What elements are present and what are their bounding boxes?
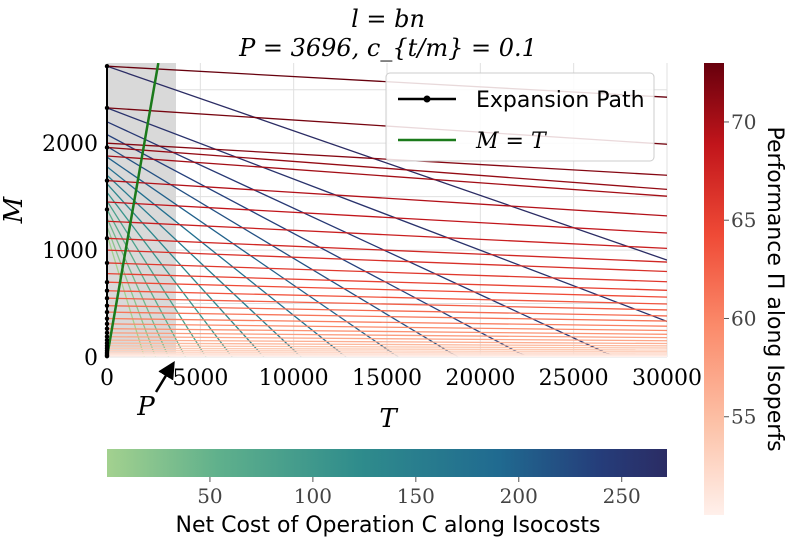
isoperf-line (107, 290, 667, 305)
expansion-path-point (104, 321, 110, 327)
isoperf-line (107, 179, 667, 217)
isoperf-line (107, 305, 667, 317)
y-tick-label: 2000 (42, 132, 98, 157)
expansion-path-point (104, 64, 110, 69)
expansion-path-point (104, 105, 110, 111)
isoperf-line (107, 146, 667, 191)
y-axis-ticks: 0 1000 2000 (42, 132, 98, 371)
perf-colorbar (704, 63, 724, 515)
expansion-path-point (104, 309, 110, 315)
expansion-path-point (104, 296, 110, 301)
m-equals-t-line (107, 63, 160, 357)
y-axis-label: M (0, 195, 29, 224)
cost-colorbar-tick-label: 150 (397, 484, 435, 508)
expansion-path-point (104, 178, 110, 183)
isoperf-line (107, 345, 667, 349)
isoperf-line (107, 351, 667, 354)
isoperf-line (107, 332, 667, 339)
x-tick-label: 0 (100, 366, 114, 391)
isocost-line (107, 121, 616, 357)
isoperf-line (107, 342, 667, 347)
cost-colorbar-ticks: 50 100 150 200 250 (197, 477, 641, 508)
isoperf-line (107, 311, 667, 322)
isocost-line (107, 134, 528, 357)
isoperf-line (107, 220, 667, 250)
legend-expansion-marker (423, 95, 431, 103)
isoperf-lines (107, 65, 667, 357)
expansion-path (104, 64, 110, 359)
p-arrow (154, 361, 175, 393)
isocost-line (107, 65, 667, 261)
expansion-path-point (104, 145, 110, 150)
x-axis-label: T (379, 404, 398, 434)
x-tick-label: 10000 (259, 366, 329, 391)
isoperf-line (107, 281, 667, 298)
perf-colorbar-tick-label: 70 (731, 110, 756, 134)
expansion-path-point (104, 337, 110, 343)
isoperf-line (107, 155, 667, 197)
cost-colorbar-tick-label: 100 (294, 484, 332, 508)
x-tick-label: 5000 (172, 366, 228, 391)
m-equals-t-segment (107, 63, 160, 357)
x-tick-label: 15000 (352, 366, 422, 391)
y-tick-label: 1000 (42, 239, 98, 264)
expansion-path-point (104, 288, 110, 293)
isoperf-line (107, 336, 667, 342)
chart-title-line2: P = 3696, c_{t/m} = 0.1 (238, 34, 537, 62)
x-tick-label: 20000 (445, 366, 515, 391)
expansion-path-point (104, 260, 110, 266)
cost-colorbar-label: Net Cost of Operation C along Isocosts (175, 513, 600, 538)
expansion-path-point (104, 316, 110, 321)
perf-colorbar-tick-label: 60 (731, 306, 756, 330)
isoperf-line (107, 297, 667, 311)
isoperf-line (107, 201, 667, 234)
isocost-line (107, 156, 399, 357)
isoperf-line (107, 328, 667, 335)
expansion-path-point (104, 326, 110, 331)
isoperf-line (107, 353, 667, 356)
expansion-path-point (104, 279, 110, 285)
x-axis-ticks: 0 5000 10000 15000 20000 25000 30000 (100, 366, 702, 391)
isocost-line (107, 200, 207, 357)
perf-colorbar-label: Performance Π along Isoperfs (762, 126, 787, 451)
expansion-path-point (104, 334, 110, 339)
isoperf-line (107, 317, 667, 327)
chart-title-line1: l = bn (351, 5, 425, 33)
isoperf-line (107, 237, 667, 263)
legend-expansion-label: Expansion Path (476, 88, 645, 113)
perf-colorbar-ticks: 55 60 65 70 (724, 110, 756, 429)
expansion-path-point (104, 207, 110, 212)
isoperf-line (107, 272, 667, 291)
isoperf-line (107, 347, 667, 351)
perf-colorbar-tick-label: 65 (731, 208, 756, 232)
isocost-line (107, 166, 347, 357)
legend-mt-label: M = T (475, 129, 548, 154)
isoperf-line (107, 349, 667, 353)
isoperf-line (107, 262, 667, 283)
expansion-path-point (104, 303, 110, 308)
cost-colorbar-tick-label: 200 (500, 484, 538, 508)
perf-colorbar-tick-label: 55 (731, 405, 756, 429)
cost-colorbar-tick-label: 50 (197, 484, 222, 508)
isoperf-line (107, 323, 667, 332)
p-annotation: P (136, 392, 155, 422)
isoperf-line (107, 249, 667, 273)
y-tick-label: 0 (84, 346, 98, 371)
isoperf-line (107, 339, 667, 345)
expansion-path-point (104, 236, 110, 241)
cost-colorbar (107, 449, 667, 477)
x-tick-label: 30000 (632, 366, 702, 391)
expansion-path-point (104, 330, 110, 336)
x-tick-label: 25000 (539, 366, 609, 391)
legend: Expansion Path M = T (385, 72, 655, 162)
cost-colorbar-tick-label: 250 (603, 484, 641, 508)
